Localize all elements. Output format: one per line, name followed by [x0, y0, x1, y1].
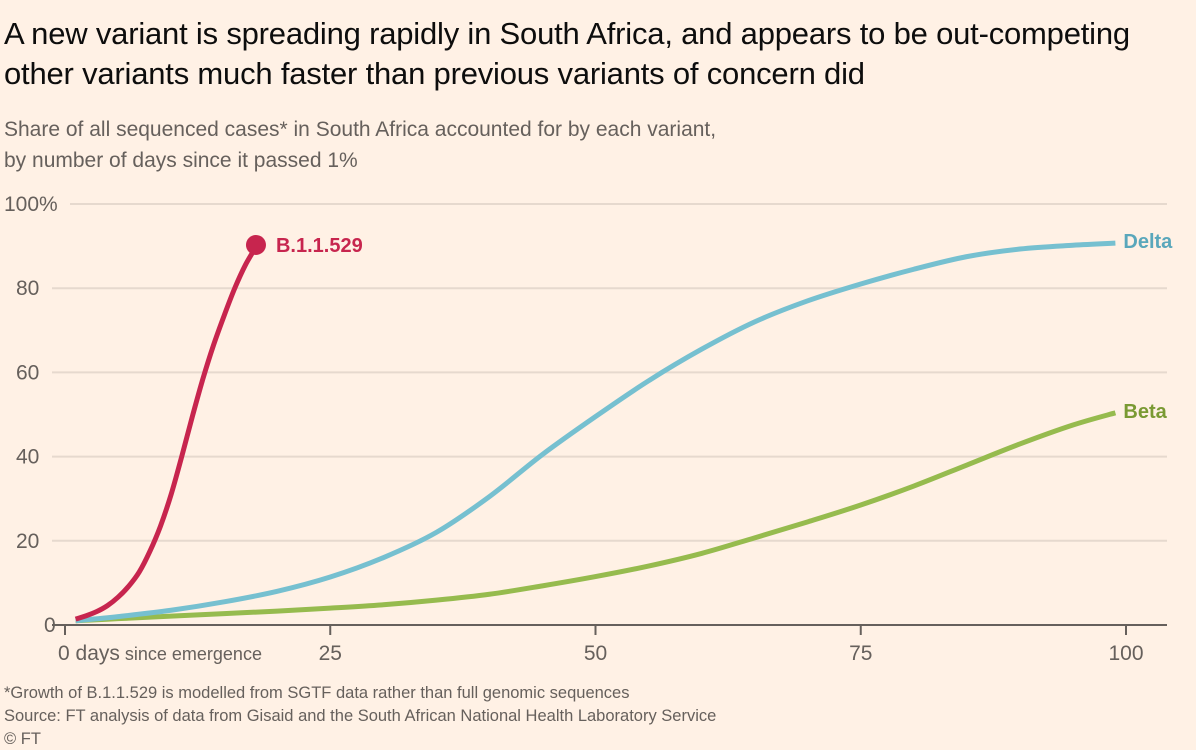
y-tick-label: 20 [16, 530, 39, 553]
series-label: B.1.1.529 [276, 235, 363, 257]
x-tick-label: 0 days since emergence [58, 642, 262, 665]
y-tick-label: 40 [16, 446, 39, 469]
y-tick-label: 100% [4, 193, 58, 216]
x-axis-label: since emergence [120, 644, 262, 664]
y-tick-label: 0 [44, 614, 56, 637]
series-labels: Beta Delta B.1.1.529 [276, 231, 1173, 423]
subtitle-line-1: Share of all sequenced cases* in South A… [4, 118, 717, 141]
series-label: Delta [1123, 231, 1173, 253]
series-end-marker [245, 234, 266, 255]
copyright: © FT [4, 730, 41, 748]
x-tick-label: 25 [319, 642, 342, 665]
y-tick-label: 60 [16, 361, 39, 384]
series-lines [74, 234, 1117, 624]
x-tick-label: 75 [849, 642, 872, 665]
x-tick-label: 50 [584, 642, 607, 665]
footnote: *Growth of B.1.1.529 is modelled from SG… [4, 684, 630, 702]
chart-subtitle: Share of all sequenced cases* in South A… [4, 114, 1004, 176]
series-label: Beta [1123, 401, 1167, 423]
gridlines [52, 203, 1167, 542]
series-line-beta [75, 410, 1117, 624]
x-axis: 0 days since emergence 25 50 75 100 [52, 624, 1167, 665]
source-note: Source: FT analysis of data from Gisaid … [4, 707, 717, 725]
y-tick-label: 80 [16, 277, 39, 300]
series-line-delta [75, 240, 1116, 624]
series-line-b11529 [74, 245, 259, 622]
y-axis: 0 20 40 60 80 100% [4, 193, 58, 637]
chart-title: A new variant is spreading rapidly in So… [4, 16, 1130, 91]
subtitle-line-2: by number of days since it passed 1% [4, 149, 358, 172]
x-tick-label: 100 [1108, 642, 1143, 665]
